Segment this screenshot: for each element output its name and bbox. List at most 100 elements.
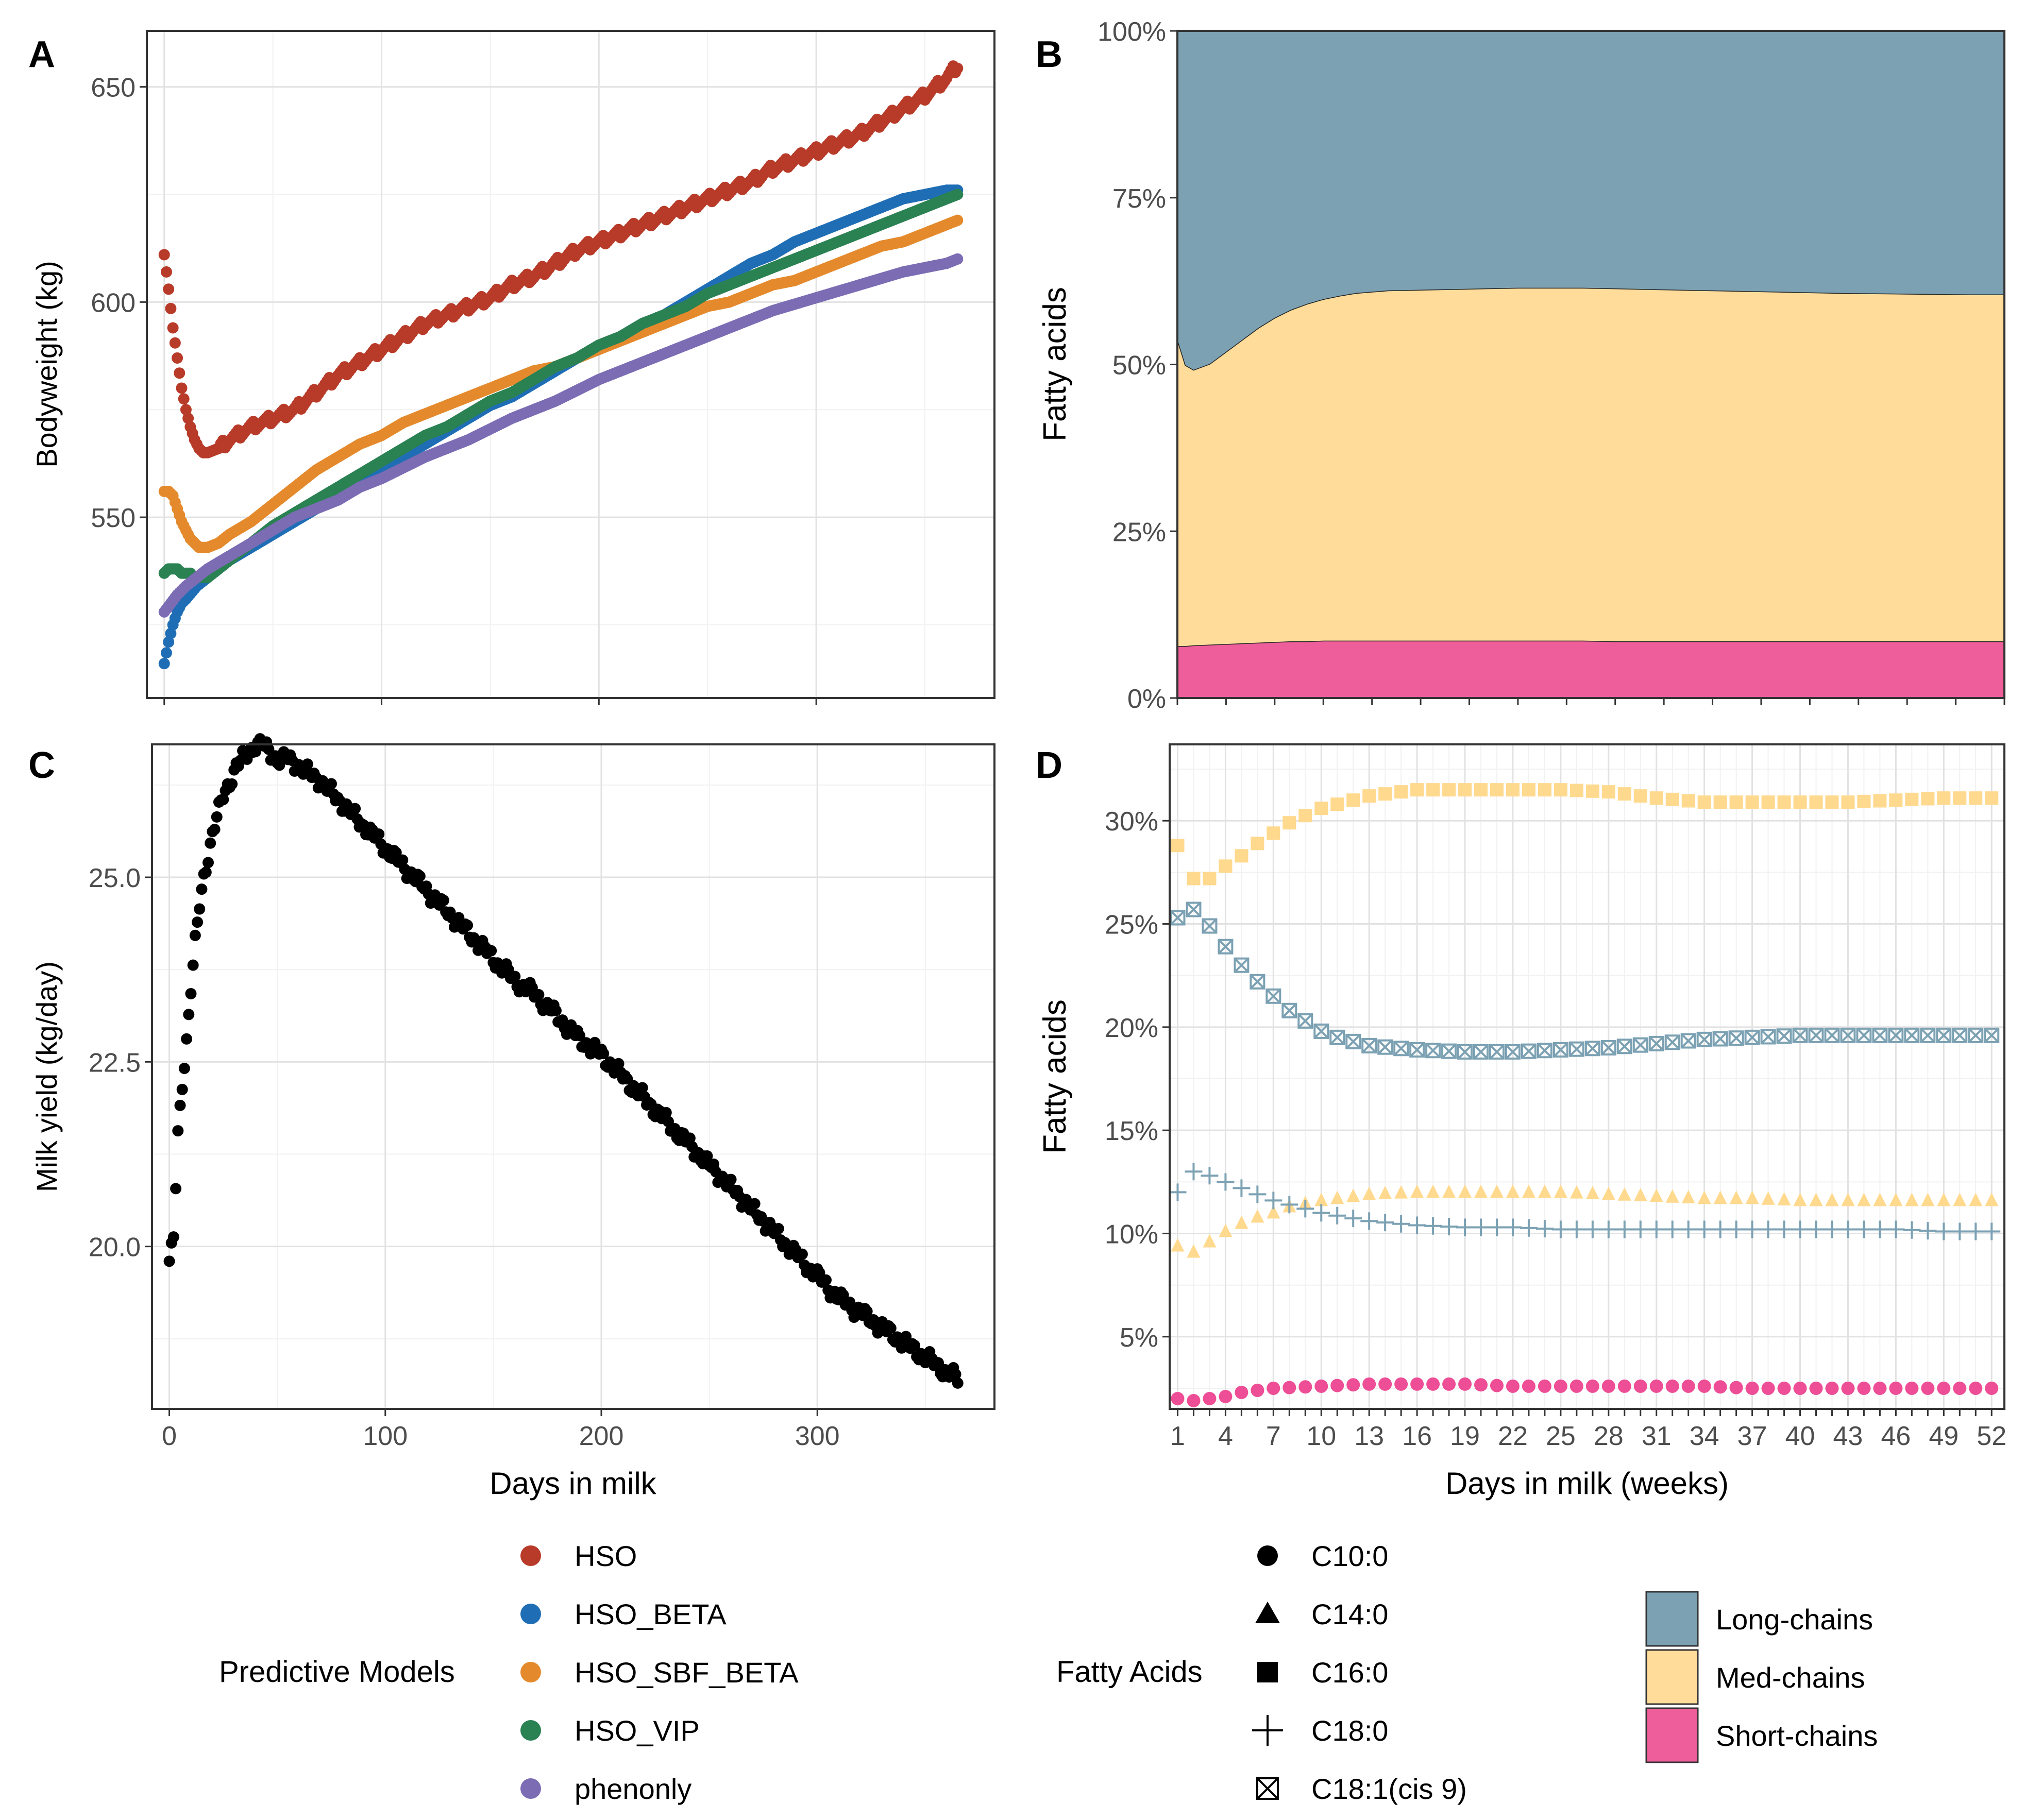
d-marker (1394, 785, 1408, 799)
d-marker (1936, 1027, 1952, 1043)
c-point (349, 803, 361, 814)
b-tick-label-y: 75% (1112, 184, 1166, 214)
c-point (660, 1107, 672, 1118)
panel-c-xlabel: Days in milk (490, 1466, 656, 1501)
d-marker (1776, 1028, 1792, 1044)
d-marker (1329, 1029, 1345, 1045)
d-marker (1344, 1210, 1362, 1228)
d-series-c16-0 (1171, 783, 1999, 886)
c-point (187, 959, 199, 971)
c-point (908, 1339, 920, 1351)
d-marker (1361, 1037, 1377, 1053)
a-point (180, 404, 192, 416)
d-marker (1345, 1033, 1361, 1049)
d-marker (1378, 1377, 1392, 1391)
d-marker (1442, 1377, 1456, 1391)
d-marker (1665, 792, 1679, 806)
b-tick-label-y: 0% (1127, 684, 1166, 714)
c-point (820, 1274, 832, 1286)
legend-item-label: C10:0 (1311, 1540, 1388, 1572)
d-marker (1889, 1193, 1903, 1206)
d-marker (1696, 1031, 1712, 1047)
d-marker (1551, 1220, 1570, 1238)
panel-c-milk-yield: 20.0 22.5 25.0 0 100 200 300 Milk yield (kg/da… (30, 733, 995, 1501)
d-marker (1265, 988, 1281, 1004)
d-marker (1442, 1184, 1456, 1198)
d-marker (1218, 939, 1234, 955)
d-marker (1248, 1185, 1267, 1203)
legend-key-square (1257, 1662, 1278, 1682)
d-marker (1203, 1391, 1217, 1405)
c-point (462, 920, 474, 931)
d-marker (1458, 783, 1472, 797)
legend-item-label: phenonly (575, 1773, 691, 1805)
a-tick-label-y: 600 (91, 288, 136, 318)
d-marker (1839, 1220, 1857, 1238)
d-marker (1251, 837, 1264, 851)
c-point (205, 837, 216, 849)
a-point (952, 62, 964, 74)
d-marker (1649, 1379, 1663, 1393)
panel-d-ylabel: Fatty acids (1037, 999, 1073, 1154)
d-marker (1282, 1381, 1296, 1394)
d-marker (1312, 1204, 1330, 1222)
d-marker (1648, 1035, 1664, 1051)
d-marker (1617, 1379, 1631, 1393)
d-marker (1872, 1027, 1888, 1043)
d-marker (1631, 1220, 1649, 1238)
d-marker (1346, 1188, 1360, 1202)
d-marker (1681, 1190, 1695, 1204)
a-point (169, 337, 181, 349)
d-marker (1663, 1220, 1681, 1238)
c-point (194, 903, 206, 915)
d-marker (1809, 795, 1823, 809)
legend-fatty-acids: Fatty Acids C10:0 C14:0 C16:0 C18:0 C18:1(ci… (1056, 1540, 1467, 1805)
d-marker (1616, 1039, 1632, 1054)
c-point (189, 929, 201, 941)
d-marker (1458, 1184, 1472, 1198)
legend-item-label: C18:1(cis 9) (1311, 1773, 1467, 1805)
d-marker (1647, 1220, 1665, 1238)
d-marker (1744, 1029, 1760, 1045)
panel-a-ticks: 550 600 650 (91, 73, 817, 705)
c-point (796, 1248, 808, 1260)
d-marker (1873, 1381, 1887, 1395)
c-point (174, 1099, 186, 1111)
d-marker (1346, 1378, 1360, 1392)
d-marker (1665, 1189, 1679, 1203)
c-tick-label-x: 100 (363, 1421, 408, 1451)
d-marker (1873, 1193, 1887, 1206)
b-tick-label-y: 100% (1098, 17, 1166, 47)
d-marker (1905, 792, 1919, 806)
d-marker (1219, 1389, 1233, 1403)
d-marker (1921, 1193, 1935, 1206)
d-marker (1807, 1220, 1825, 1238)
d-tick-label-y: 10% (1105, 1219, 1158, 1249)
c-point (192, 916, 204, 928)
d-marker (1919, 1222, 1937, 1240)
d-marker (1953, 1193, 1967, 1206)
d-marker (1554, 783, 1567, 797)
a-point (172, 352, 183, 364)
d-marker (1697, 1379, 1711, 1393)
legend-item-label: HSO_SBF_BETA (575, 1656, 799, 1689)
panel-label-b: B (1036, 34, 1062, 75)
d-marker (1713, 1380, 1727, 1394)
d-marker (1522, 1184, 1535, 1198)
d-marker (1791, 1220, 1809, 1238)
c-point (772, 1223, 784, 1235)
d-marker (1793, 1381, 1807, 1395)
d-marker (1410, 783, 1424, 797)
c-point (636, 1082, 648, 1094)
d-marker (1376, 1214, 1394, 1232)
d-marker (1743, 1220, 1761, 1238)
d-marker (1282, 816, 1296, 830)
d-marker (1729, 795, 1743, 809)
d-marker (1983, 1222, 2001, 1240)
d-tick-label-x: 22 (1498, 1421, 1528, 1451)
d-marker (1840, 1027, 1856, 1043)
d-series-c18-1-cis-9- (1170, 902, 2000, 1060)
d-marker (1378, 787, 1392, 801)
d-marker (1857, 1381, 1871, 1395)
d-tick-label-x: 13 (1354, 1421, 1384, 1451)
